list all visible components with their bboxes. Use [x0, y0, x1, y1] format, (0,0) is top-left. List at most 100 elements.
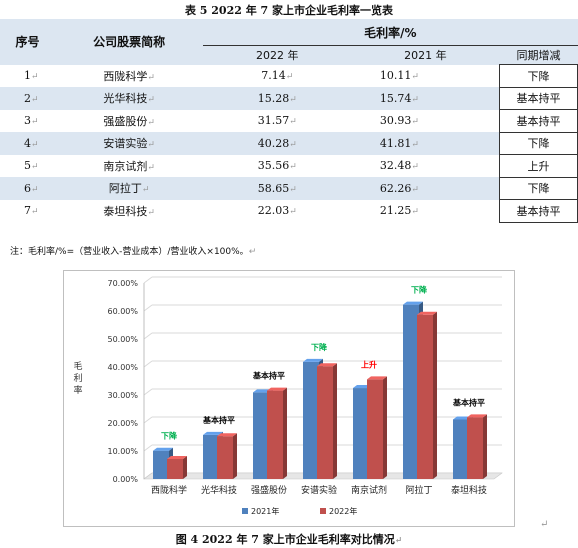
y-axis-label: 利 [73, 372, 82, 384]
bar-front [317, 366, 333, 479]
bar-top [317, 363, 337, 367]
row-2022: 35.56↵ [257, 159, 297, 173]
table-row: 2↵ 光华科技↵ 15.28↵ 15.74↵ 基本持平 [0, 86, 578, 110]
legend-swatch [320, 508, 326, 514]
row-2022: 22.03↵ [257, 204, 297, 218]
y-tick-label: 70.00% [107, 279, 138, 288]
row-2021: 41.81↵ [379, 136, 419, 150]
row-company: 强盛股份↵ [103, 114, 155, 128]
y-tick-label: 0.00% [113, 475, 139, 484]
table-note: 注：毛利率/%=（营业收入-营业成本）/营业收入×100%。↵ [10, 247, 257, 257]
bar-top [217, 433, 237, 437]
row-change: 下降 [498, 131, 578, 155]
y-tick-label: 30.00% [107, 391, 138, 400]
bar-top [467, 414, 487, 418]
table-row: 6↵ 阿拉丁↵ 58.65↵ 62.26↵ 下降 [0, 176, 578, 200]
gridline-side [143, 332, 153, 340]
row-company: 安谱实验↵ [103, 137, 155, 151]
change-annotation: 下降 [411, 285, 428, 295]
row-index: 6↵ [24, 181, 39, 195]
gridline-side [143, 276, 153, 284]
bar-side [183, 456, 187, 479]
table-row: 3↵ 强盛股份↵ 31.57↵ 30.93↵ 基本持平 [0, 109, 578, 133]
chart-svg: 0.00% 10.00% 20.00% 30.00% 40.00% 50.00% 60.00… [73, 276, 503, 516]
change-annotation: 下降 [311, 342, 328, 352]
change-annotation: 下降 [161, 431, 178, 441]
bar-front [403, 304, 419, 479]
gross-margin-table: 序号 公司股票简称 毛利率/% 2022 年 2021 年 同期增减 1↵ 西陇… [0, 19, 578, 223]
paragraph-mark: ↵ [540, 519, 549, 530]
row-change: 下降 [498, 176, 578, 200]
bar-top [267, 387, 287, 391]
bar-side [383, 376, 387, 479]
bar-front [253, 392, 269, 479]
bar-top [303, 358, 323, 362]
change-annotation: 基本持平 [252, 371, 285, 381]
bar-top [153, 447, 173, 451]
table-row: 1↵ 西陇科学↵ 7.14↵ 10.11↵ 下降 [0, 64, 578, 88]
bar-front [303, 361, 319, 479]
x-tick-label: 南京试剂 [351, 484, 387, 496]
x-tick-label: 西陇科学 [151, 484, 187, 496]
bar-side [233, 433, 237, 479]
legend-label: 2022年 [329, 506, 357, 516]
row-2021: 21.25↵ [379, 204, 419, 218]
bar-top [167, 456, 187, 460]
row-index: 5↵ [24, 159, 39, 173]
change-annotation: 上升 [361, 359, 377, 369]
gross-margin-chart: 0.00% 10.00% 20.00% 30.00% 40.00% 50.00% 60.00… [63, 270, 515, 527]
row-change: 基本持平 [498, 109, 578, 133]
row-index: 1↵ [24, 69, 39, 83]
figure-caption: 图 4 2022 年 7 家上市企业毛利率对比情况↵ [175, 533, 403, 546]
row-index: 4↵ [24, 136, 39, 150]
row-2021: 32.48↵ [379, 159, 419, 173]
x-tick-label: 泰坦科技 [451, 484, 487, 496]
row-change: 下降 [498, 64, 578, 88]
row-2022: 15.28↵ [257, 91, 297, 105]
bar-front [217, 436, 233, 479]
table-row: 7↵ 泰坦科技↵ 22.03↵ 21.25↵ 基本持平 [0, 199, 578, 223]
y-tick-label: 50.00% [107, 335, 138, 344]
bar-front [153, 450, 169, 479]
row-index: 7↵ [24, 204, 39, 218]
row-2021: 10.11↵ [379, 69, 419, 83]
x-tick-label: 光华科技 [201, 484, 237, 496]
bar-top [367, 376, 387, 380]
row-2022: 40.28↵ [257, 136, 297, 150]
y-axis-label: 毛 [73, 360, 82, 372]
legend-swatch [242, 508, 248, 514]
row-2022: 58.65↵ [257, 181, 297, 195]
gridline-side [143, 304, 153, 312]
bar-front [453, 419, 469, 479]
y-tick-label: 10.00% [107, 447, 138, 456]
bar-front [267, 390, 283, 479]
bar-top [403, 301, 423, 305]
row-index: 3↵ [24, 114, 39, 128]
header-gross-margin: 毛利率/% [203, 19, 578, 46]
bar-side [433, 311, 437, 479]
bar-front [203, 434, 219, 479]
bar-top [203, 431, 223, 435]
bar-front [367, 379, 383, 479]
row-2021: 30.93↵ [379, 114, 419, 128]
row-company: 阿拉丁↵ [108, 182, 150, 196]
row-2022: 31.57↵ [257, 114, 297, 128]
bar-side [483, 414, 487, 479]
table-row: 4↵ 安谱实验↵ 40.28↵ 41.81↵ 下降 [0, 131, 578, 155]
x-tick-label: 强盛股份 [251, 484, 287, 496]
bar-side [333, 363, 337, 479]
header-change: 同期增减 [516, 49, 561, 62]
change-annotation: 基本持平 [452, 397, 485, 407]
y-tick-label: 20.00% [107, 419, 138, 428]
row-company: 西陇科学↵ [103, 69, 155, 83]
gridline-side [143, 360, 153, 368]
row-2021: 62.26↵ [379, 181, 419, 195]
row-company: 光华科技↵ [103, 92, 155, 106]
legend-label: 2021年 [251, 506, 279, 516]
y-tick-label: 60.00% [107, 307, 138, 316]
x-tick-label: 阿拉丁 [405, 484, 432, 496]
header-company: 公司股票简称 [93, 35, 166, 50]
row-change: 上升 [498, 154, 578, 178]
table-row: 5↵ 南京试剂↵ 35.56↵ 32.48↵ 上升 [0, 154, 578, 178]
bar-front [467, 417, 483, 479]
